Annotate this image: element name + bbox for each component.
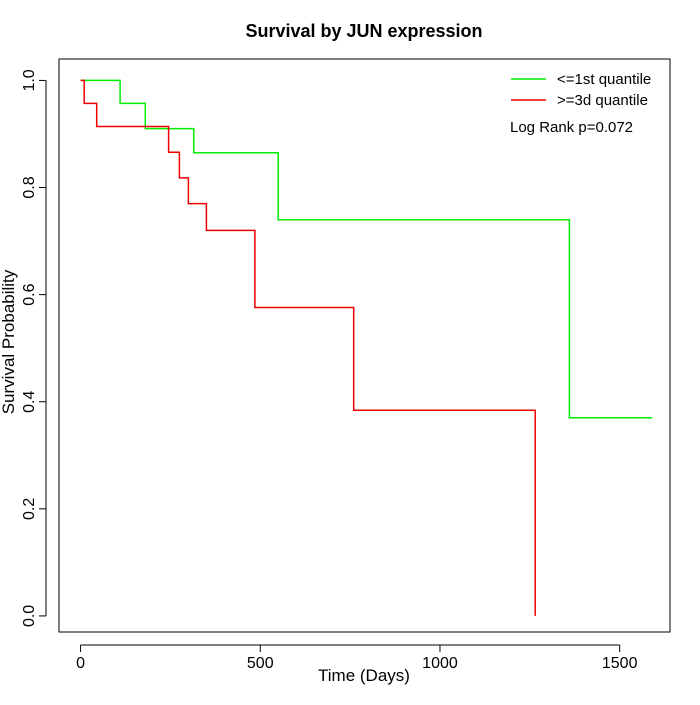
x-axis: 0 500 1000 1500 xyxy=(76,644,638,672)
y-tick-label: 0.8 xyxy=(21,176,38,198)
x-tick-label: 1000 xyxy=(422,655,458,672)
series-line-2 xyxy=(80,79,536,616)
y-axis-label: Survival Probability xyxy=(0,269,18,414)
x-tick-label: 0 xyxy=(76,655,85,672)
x-tick-label: 500 xyxy=(247,655,274,672)
series-layer xyxy=(80,79,652,616)
y-tick-label: 0.4 xyxy=(21,391,38,413)
chart-title: Survival by JUN expression xyxy=(245,21,482,41)
legend-label-1: <=1st quantile xyxy=(557,71,651,88)
log-rank-annotation: Log Rank p=0.072 xyxy=(510,119,633,136)
y-tick-label: 0.0 xyxy=(21,605,38,627)
series-line-1 xyxy=(80,79,652,419)
x-tick-label: 1500 xyxy=(602,655,638,672)
plot-frame xyxy=(58,58,671,633)
legend: <=1st quantile >=3d quantile xyxy=(511,71,651,109)
y-tick-label: 0.6 xyxy=(21,283,38,305)
y-axis: 0.0 0.2 0.4 0.6 0.8 1.0 xyxy=(21,69,47,627)
y-tick-label: 1.0 xyxy=(21,69,38,91)
y-tick-label: 0.2 xyxy=(21,498,38,520)
x-axis-label: Time (Days) xyxy=(318,666,410,685)
legend-label-2: >=3d quantile xyxy=(557,92,648,109)
